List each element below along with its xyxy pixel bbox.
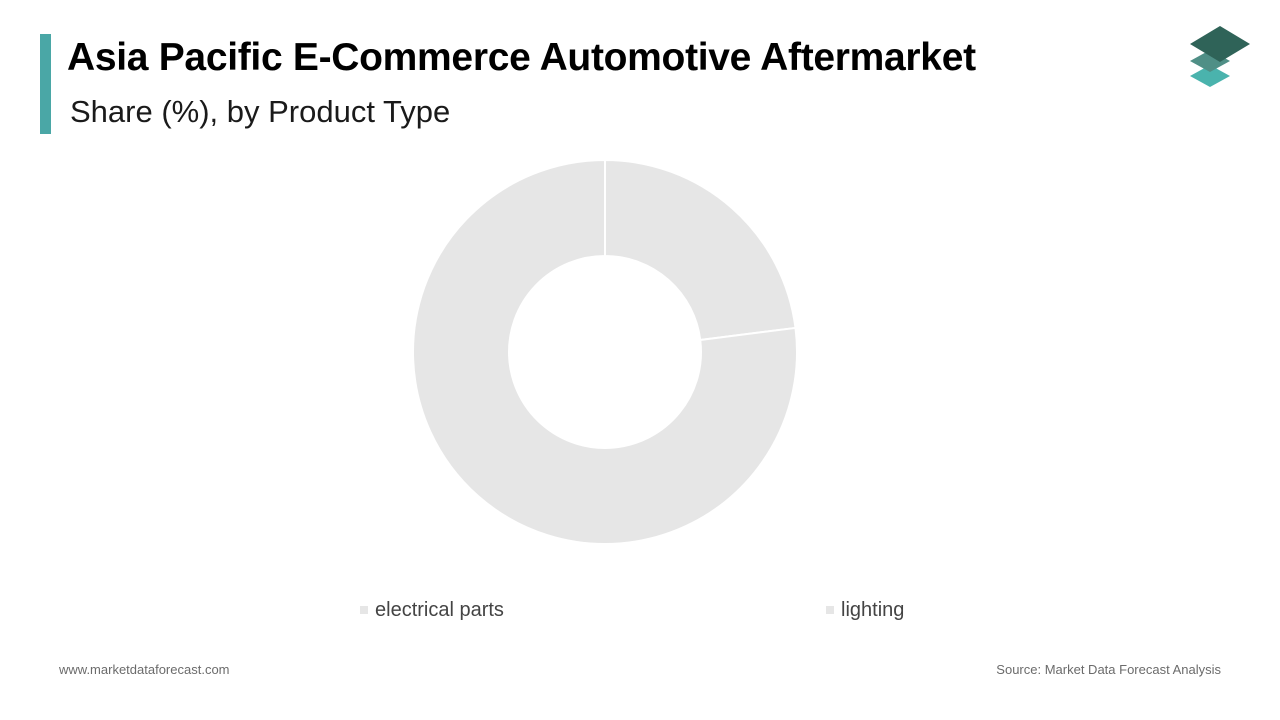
footer-source: Source: Market Data Forecast Analysis: [996, 662, 1221, 677]
donut-slices: [412, 158, 798, 545]
legend-swatch-electrical-parts: [360, 606, 368, 614]
legend-item-electrical-parts: electrical parts: [360, 598, 504, 622]
title-accent-bar: [40, 34, 51, 134]
footer-website: www.marketdataforecast.com: [59, 662, 230, 677]
stacked-layers-logo-icon: [1190, 26, 1250, 87]
page-subtitle: Share (%), by Product Type: [70, 94, 451, 129]
legend-label-lighting: lighting: [841, 598, 905, 621]
legend-label-electrical-parts: electrical parts: [375, 598, 504, 621]
donut-slice-electrical-parts: [604, 158, 797, 342]
donut-slice-lighting: [412, 158, 798, 545]
legend-item-lighting: lighting: [826, 598, 904, 622]
page-title: Asia Pacific E-Commerce Automotive After…: [67, 36, 976, 79]
legend-swatch-lighting: [826, 606, 834, 614]
